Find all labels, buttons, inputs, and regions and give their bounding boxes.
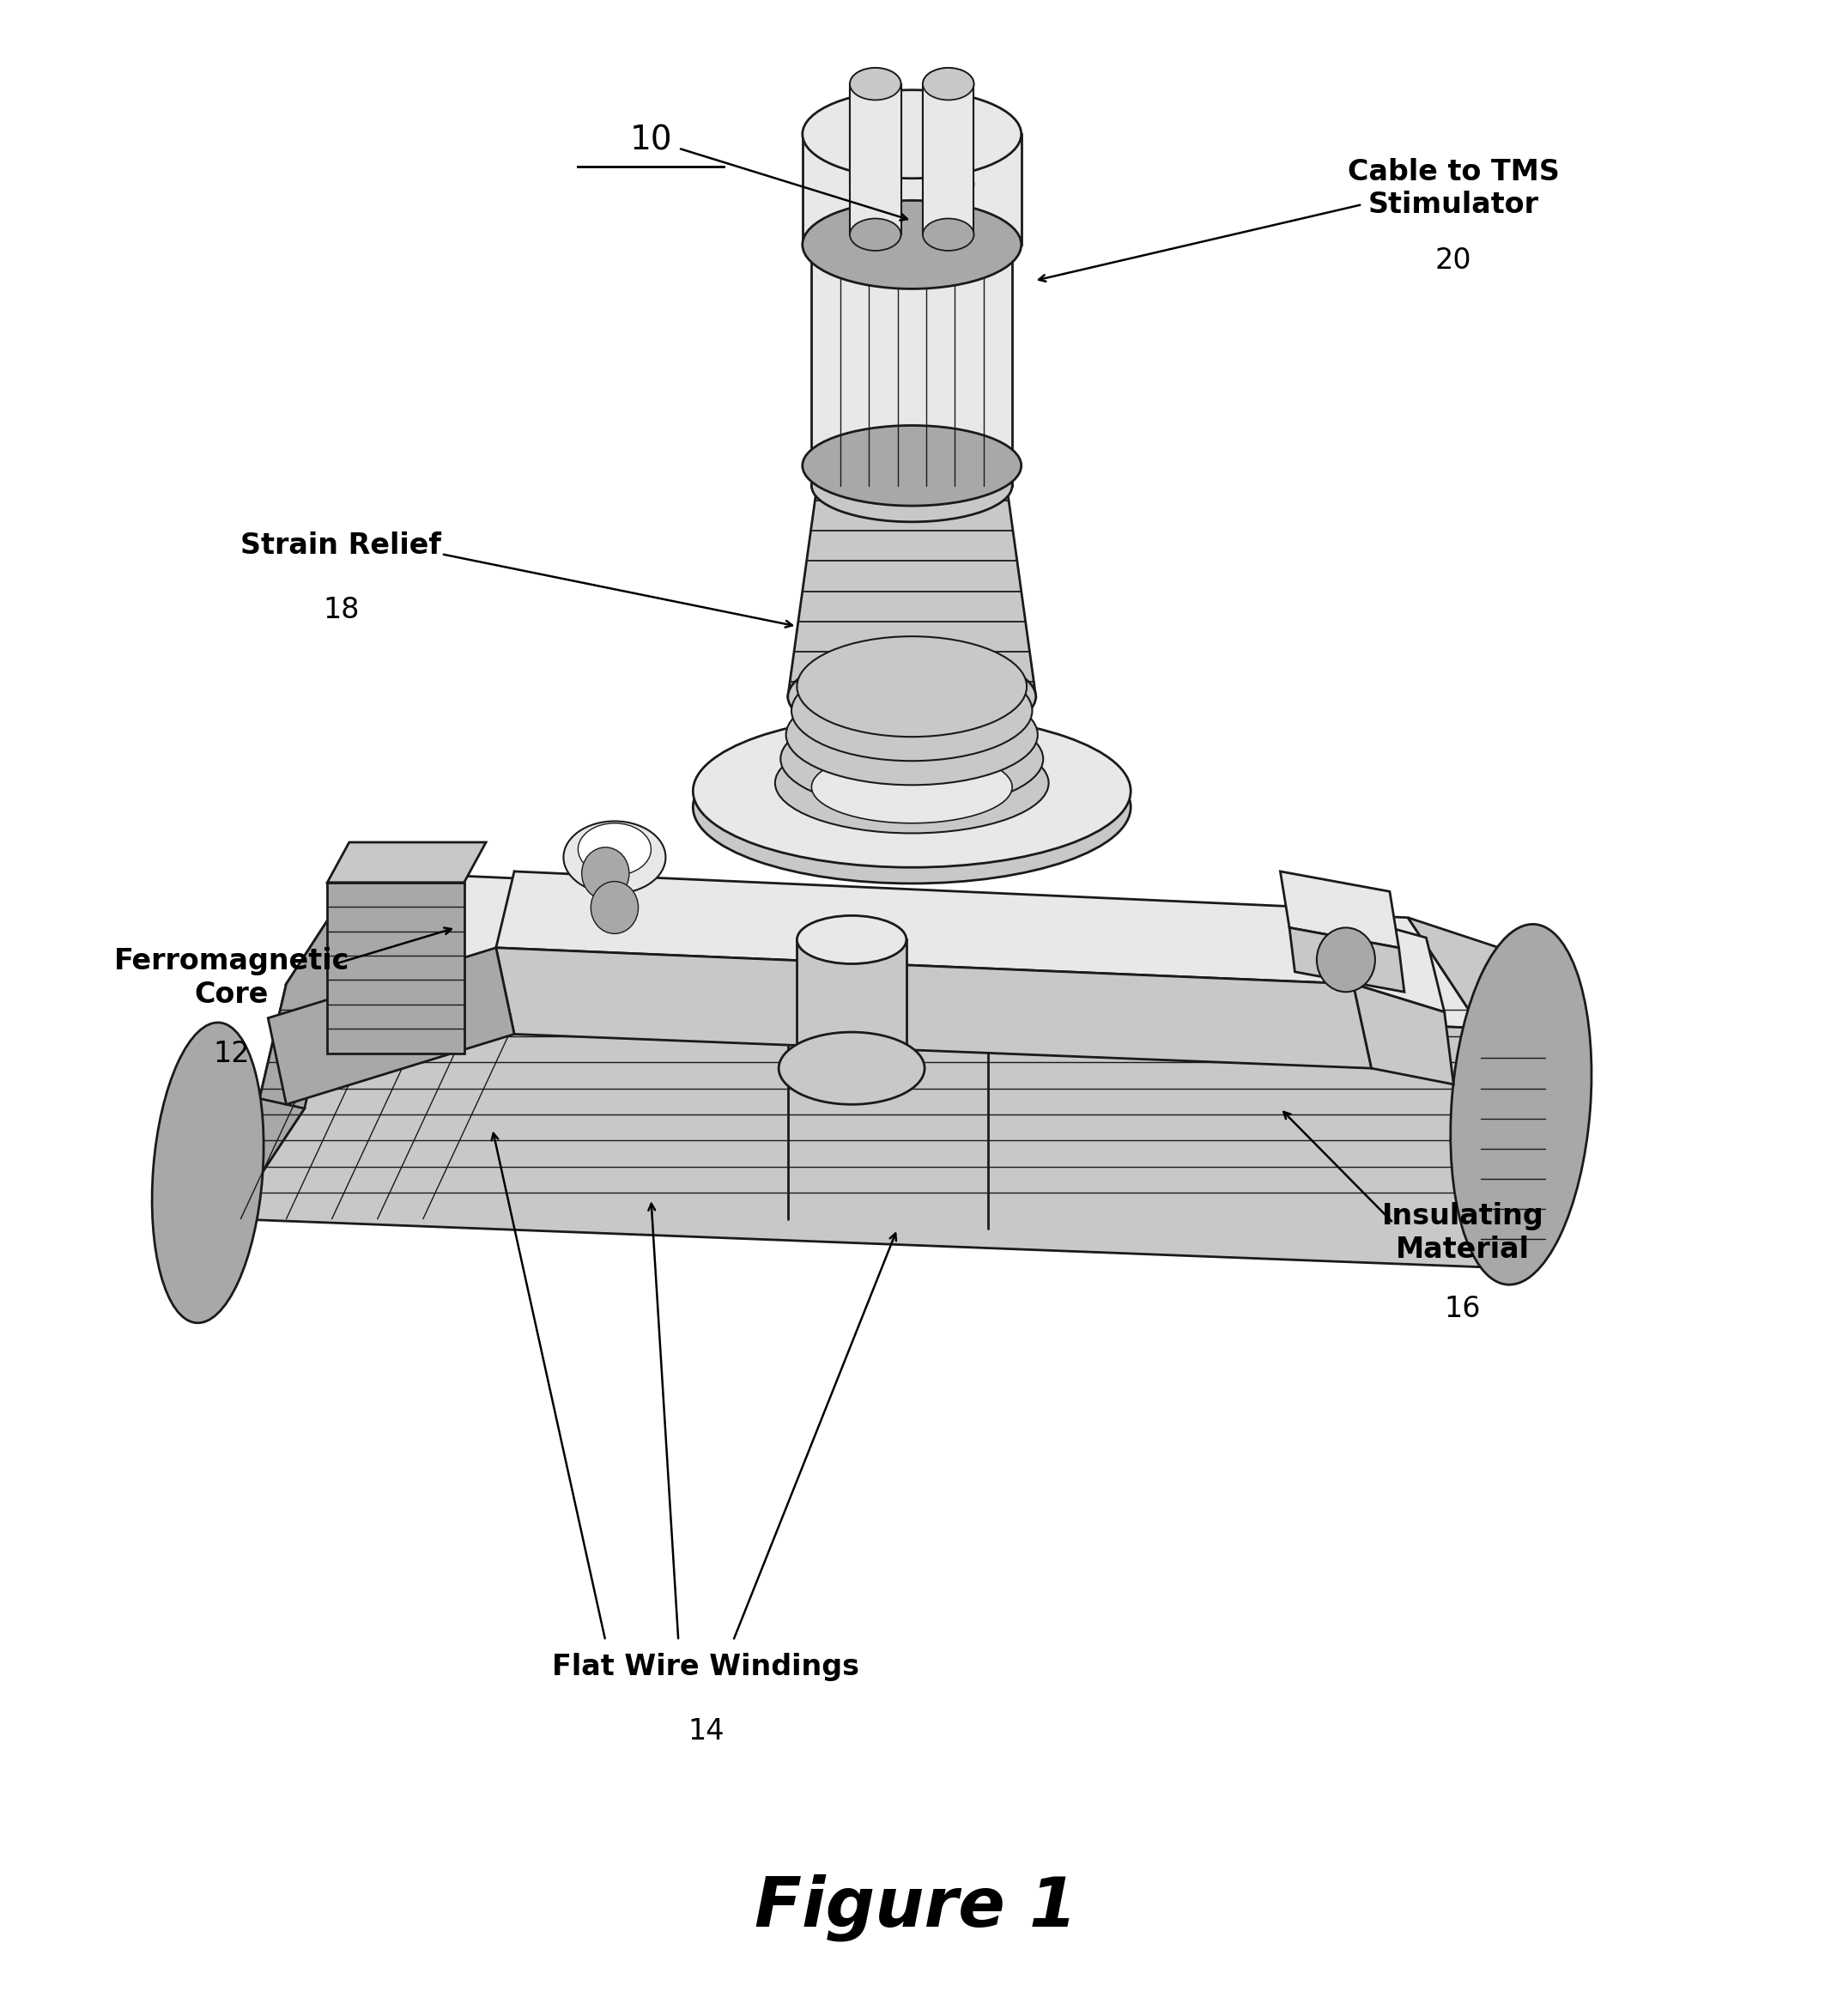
Polygon shape [811,244,1013,486]
Ellipse shape [802,91,1022,177]
Ellipse shape [811,750,1013,823]
Ellipse shape [923,69,974,101]
Polygon shape [1408,917,1555,1270]
Text: Strain Relief: Strain Relief [240,532,441,560]
Ellipse shape [775,732,1049,833]
Polygon shape [328,883,463,1052]
Circle shape [582,847,630,899]
Ellipse shape [778,1032,925,1105]
Ellipse shape [152,1022,264,1322]
Text: 18: 18 [322,597,359,625]
Ellipse shape [937,792,1040,865]
Text: 12: 12 [212,1040,249,1068]
Polygon shape [496,871,1353,984]
Polygon shape [850,85,901,234]
Ellipse shape [796,792,870,845]
Polygon shape [496,948,1371,1068]
Ellipse shape [850,218,901,250]
Ellipse shape [787,653,1036,740]
Ellipse shape [692,716,1132,867]
Text: Figure 1: Figure 1 [754,1875,1077,1941]
Polygon shape [796,939,906,1068]
Ellipse shape [850,167,901,200]
Text: Cable to TMS
Stimulator: Cable to TMS Stimulator [1348,157,1560,220]
Polygon shape [1280,871,1399,948]
Circle shape [591,881,639,933]
Polygon shape [923,85,974,183]
Text: 16: 16 [1445,1294,1481,1322]
Ellipse shape [780,710,1044,808]
Ellipse shape [923,167,974,200]
Text: Flat Wire Windings: Flat Wire Windings [553,1653,859,1681]
Polygon shape [286,871,1481,1028]
Ellipse shape [791,661,1033,760]
Polygon shape [1316,907,1445,1012]
Text: Ferromagnetic
Core: Ferromagnetic Core [114,948,350,1008]
Ellipse shape [782,790,884,863]
Text: 10: 10 [630,123,672,157]
Ellipse shape [817,452,1007,520]
Polygon shape [1353,984,1454,1085]
Polygon shape [1289,927,1404,992]
Ellipse shape [850,69,901,101]
Polygon shape [267,948,515,1105]
Ellipse shape [796,637,1027,736]
Ellipse shape [802,425,1022,506]
Ellipse shape [579,823,652,875]
Circle shape [1316,927,1375,992]
Ellipse shape [1450,923,1591,1284]
Text: 14: 14 [687,1718,723,1746]
Ellipse shape [785,685,1038,784]
Ellipse shape [923,218,974,250]
Ellipse shape [923,69,974,101]
Polygon shape [787,486,1036,698]
Polygon shape [231,871,359,1220]
Polygon shape [187,1099,304,1246]
Ellipse shape [564,821,666,893]
Polygon shape [923,85,974,234]
Polygon shape [850,85,901,183]
Text: 20: 20 [1436,246,1472,274]
Ellipse shape [850,69,901,101]
Polygon shape [231,984,1536,1270]
Text: Insulating
Material: Insulating Material [1382,1202,1544,1264]
Ellipse shape [952,794,1025,847]
Ellipse shape [796,915,906,964]
Ellipse shape [811,450,1013,522]
Polygon shape [328,843,485,883]
Ellipse shape [802,200,1022,288]
Ellipse shape [692,730,1132,883]
Polygon shape [802,135,1022,244]
